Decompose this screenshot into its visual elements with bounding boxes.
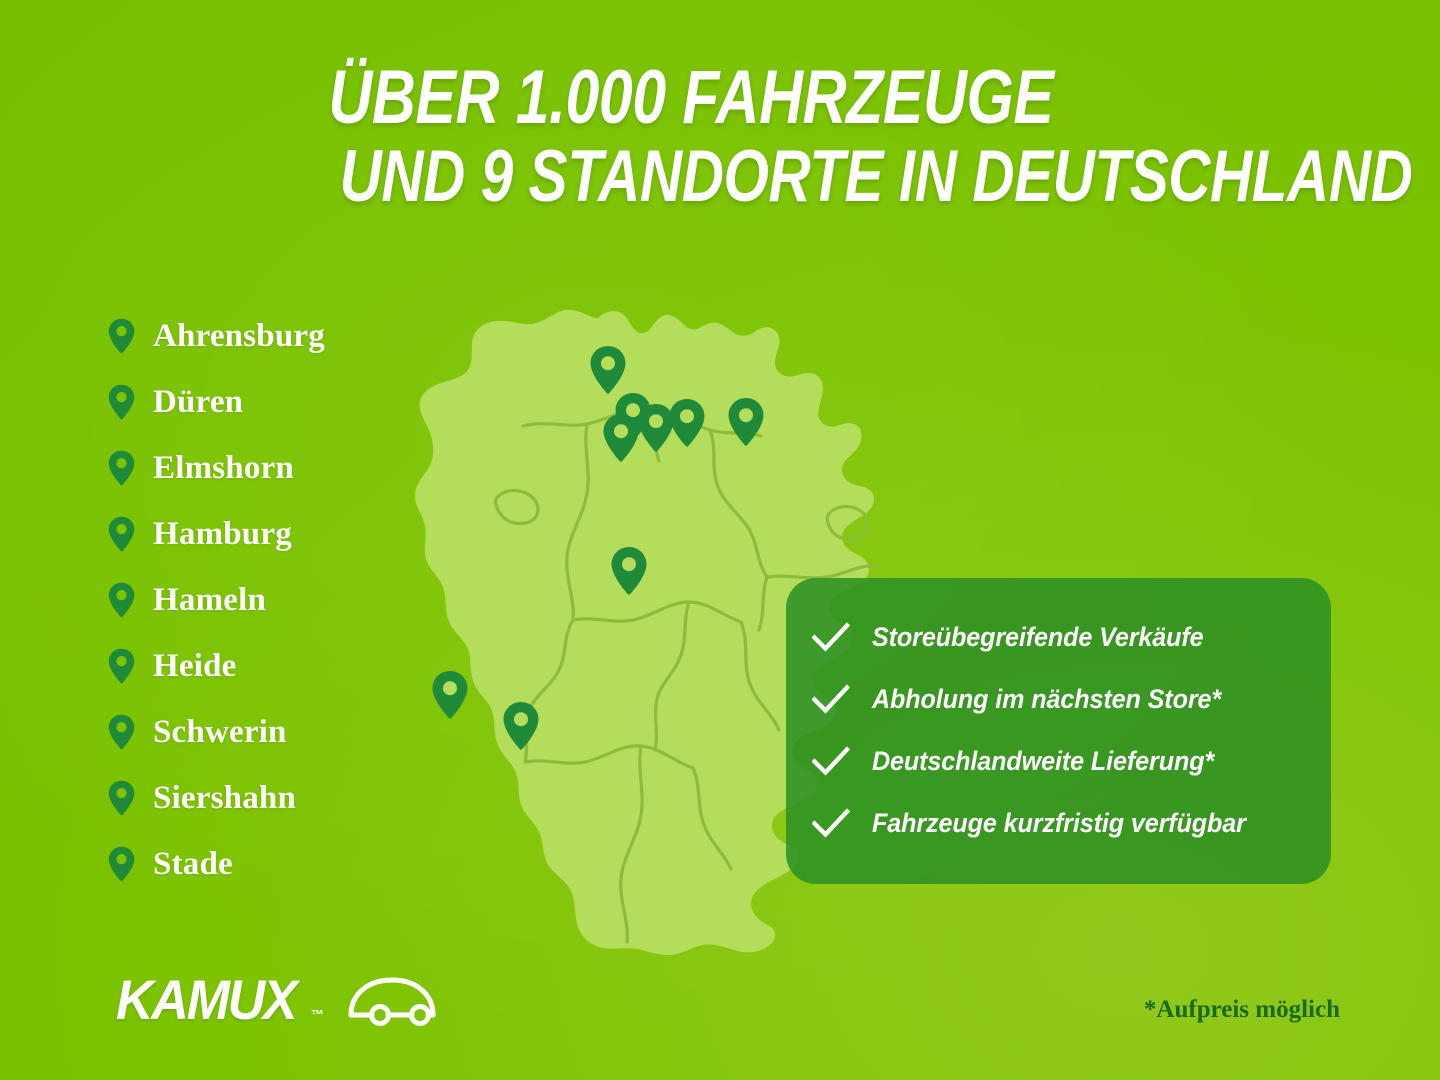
map-state-borders: [493, 406, 879, 944]
feature-item-0: Storeübegreifende Verkäufe: [812, 606, 1301, 668]
germany-map-svg: [415, 309, 879, 956]
map-marker-schwerin[interactable]: [728, 398, 764, 446]
feature-item-3: Fahrzeuge kurzfristig verfügbar: [812, 792, 1301, 854]
headline-line-2-light: IN DEUTSCHLAND: [898, 136, 1413, 218]
list-item-label: Ahrensburg: [153, 317, 325, 354]
footnote: *Aufpreis möglich: [1143, 996, 1340, 1023]
feature-label: Storeübegreifende Verkäufe: [872, 621, 1204, 652]
map-pin-icon: [108, 318, 135, 354]
headline-line-2: UND 9 STANDORTE IN DEUTSCHLAND: [340, 140, 1413, 213]
list-item-label: Hameln: [153, 581, 267, 618]
map-marker-dueren[interactable]: [432, 671, 468, 719]
list-item-siershahn[interactable]: Siershahn: [108, 765, 448, 831]
map-marker-stade[interactable]: [603, 414, 639, 462]
list-item-hamburg[interactable]: Hamburg: [108, 501, 448, 567]
map-marker-hamburg[interactable]: [638, 404, 674, 452]
feature-label: Deutschlandweite Lieferung*: [872, 745, 1215, 776]
feature-label: Fahrzeuge kurzfristig verfügbar: [872, 807, 1246, 838]
headline-line-1: ÜBER 1.000 FAHRZEUGE: [328, 55, 1054, 140]
map-pin-icon: [108, 714, 135, 750]
trademark-symbol: ™: [310, 1007, 324, 1022]
car-outline-icon: [348, 976, 436, 1026]
list-item-ahrensburg[interactable]: Ahrensburg: [108, 303, 448, 369]
feature-item-2: Deutschlandweite Lieferung*: [812, 730, 1301, 792]
list-item-stade[interactable]: Stade: [108, 831, 448, 897]
logo-wordmark: KAMUX: [116, 968, 298, 1031]
list-item-label: Heide: [153, 647, 237, 684]
map-pin-icon: [108, 516, 135, 552]
headline: ÜBER 1.000 FAHRZEUGE UND 9 STANDORTE IN …: [0, 55, 1440, 213]
list-item-hameln[interactable]: Hameln: [108, 567, 448, 633]
map-pin-icon: [108, 582, 135, 618]
map-landmass: [415, 309, 874, 956]
kamux-logo[interactable]: KAMUX ™: [116, 967, 438, 1032]
checkmark-icon: [812, 622, 850, 652]
map-marker-siershahn[interactable]: [503, 702, 539, 750]
feature-item-1: Abholung im nächsten Store*: [812, 668, 1301, 730]
features-panel: Storeübegreifende Verkäufe Abholung im n…: [786, 578, 1331, 884]
checkmark-icon: [812, 684, 850, 714]
list-item-label: Elmshorn: [153, 449, 294, 486]
list-item-schwerin[interactable]: Schwerin: [108, 699, 448, 765]
feature-label: Abholung im nächsten Store*: [872, 683, 1222, 714]
checkmark-icon: [812, 808, 850, 838]
list-item-heide[interactable]: Heide: [108, 633, 448, 699]
germany-map: [405, 298, 930, 998]
map-pin-icon: [108, 846, 135, 882]
list-item-elmshorn[interactable]: Elmshorn: [108, 435, 448, 501]
map-pin-icon: [108, 450, 135, 486]
map-markers: [432, 346, 764, 750]
map-marker-hameln[interactable]: [611, 547, 647, 595]
list-item-dueren[interactable]: Düren: [108, 369, 448, 435]
map-pin-icon: [108, 648, 135, 684]
list-item-label: Siershahn: [153, 779, 297, 816]
list-item-label: Schwerin: [153, 713, 287, 750]
map-country-fill: [415, 309, 874, 956]
map-marker-ahrensburg[interactable]: [669, 399, 705, 447]
location-list: Ahrensburg Düren Elmshorn Hamburg Hameln…: [108, 303, 448, 897]
map-marker-heide[interactable]: [590, 346, 626, 394]
map-pin-icon: [108, 780, 135, 816]
list-item-label: Stade: [153, 845, 233, 882]
headline-line-2-bold: UND 9 STANDORTE: [339, 136, 884, 218]
checkmark-icon: [812, 746, 850, 776]
list-item-label: Hamburg: [153, 515, 292, 552]
list-item-label: Düren: [153, 383, 244, 420]
map-pin-icon: [108, 384, 135, 420]
